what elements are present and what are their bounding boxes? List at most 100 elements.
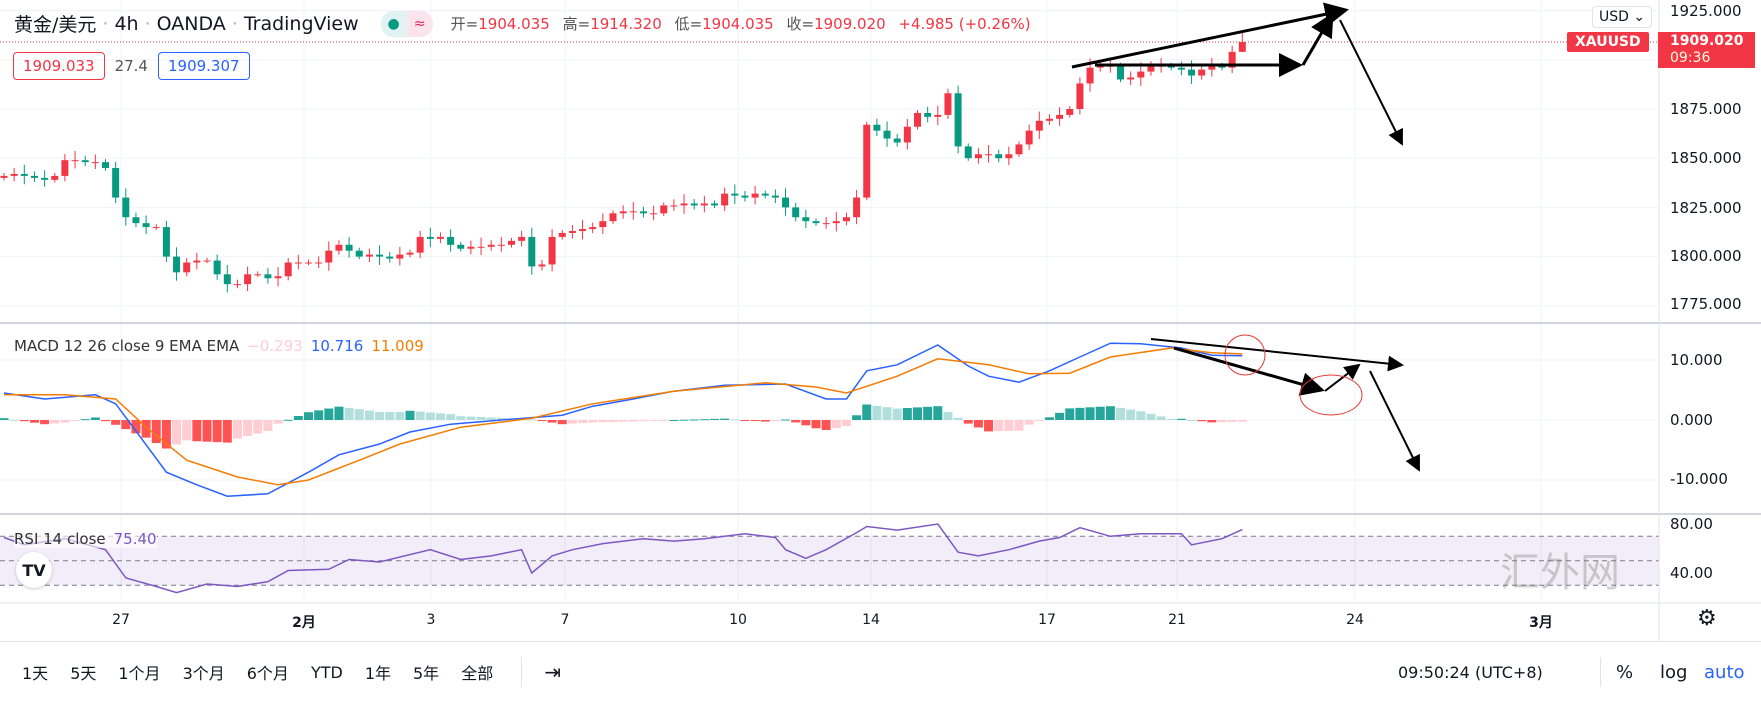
candle: [426, 227, 434, 248]
macd-histogram-bar: [973, 420, 983, 428]
candle-body: [954, 93, 962, 147]
candle: [396, 246, 404, 266]
trend-arrow: [1324, 363, 1361, 392]
candle-body: [10, 173, 18, 176]
candle-body: [1045, 118, 1053, 121]
range-5y[interactable]: 5年: [413, 664, 440, 683]
candle-body: [650, 213, 658, 215]
goto-date-icon[interactable]: ⇥: [544, 660, 561, 684]
candle: [711, 200, 718, 209]
macd-histogram-bar: [659, 420, 669, 421]
candle-body: [985, 154, 993, 156]
macd-histogram-bar: [1146, 413, 1156, 420]
candle-body: [1025, 130, 1033, 145]
candle: [102, 159, 109, 171]
range-6m[interactable]: 6个月: [246, 664, 289, 683]
candle: [731, 184, 739, 204]
candle: [873, 118, 881, 137]
drawing-annotations[interactable]: [1071, 2, 1420, 472]
rsi-legend[interactable]: RSI 14 close 75.40: [14, 530, 157, 548]
macd-histogram-bar: [1187, 420, 1197, 421]
range-1d[interactable]: 1天: [22, 664, 49, 683]
candle-body: [315, 262, 323, 264]
symbol-name[interactable]: 黄金/美元: [14, 14, 97, 36]
candle-body: [974, 154, 982, 159]
candle-body: [142, 223, 150, 228]
highlight-circle: [1224, 334, 1266, 376]
macd-histogram-bar: [476, 417, 486, 420]
candle: [0, 172, 8, 181]
macd-histogram-bar: [375, 411, 385, 420]
candle: [1208, 58, 1216, 77]
candle-body: [173, 256, 181, 273]
candle-body: [254, 274, 262, 276]
candle-body: [741, 195, 749, 198]
macd-histogram-bar: [1075, 407, 1085, 420]
macd-histogram-bar: [131, 420, 141, 434]
sell-button[interactable]: 1909.033: [13, 52, 105, 80]
macd-histogram-bar: [1014, 420, 1024, 431]
macd-histogram-bar: [598, 420, 608, 423]
macd-histogram-bar: [243, 420, 253, 437]
macd-histogram-bar: [70, 420, 80, 421]
candle: [244, 266, 252, 292]
settings-gear-icon[interactable]: ⚙: [1697, 606, 1717, 631]
macd-histogram-bar: [1217, 420, 1227, 423]
range-all[interactable]: 全部: [461, 664, 494, 683]
range-1y[interactable]: 1年: [364, 664, 391, 683]
percent-toggle[interactable]: %: [1616, 661, 1634, 683]
macd-histogram-bar: [638, 420, 648, 422]
trend-arrow: [1339, 19, 1403, 146]
divider: [521, 657, 523, 687]
range-1m[interactable]: 1个月: [118, 664, 161, 683]
exchange: OANDA: [156, 12, 226, 35]
range-ytd[interactable]: YTD: [310, 662, 343, 682]
chevron-down-icon: ⌄: [1633, 9, 1646, 25]
macd-histogram-bar: [578, 420, 588, 423]
candle-body: [183, 262, 191, 273]
candle: [751, 185, 759, 205]
candle-body: [213, 260, 221, 275]
tradingview-logo[interactable]: TV: [16, 552, 52, 588]
trend-arrow: [1369, 370, 1420, 472]
candle: [528, 227, 536, 275]
buy-button[interactable]: 1909.307: [157, 52, 250, 80]
macd-histogram-bar: [1095, 406, 1105, 420]
candle-body: [1015, 144, 1023, 155]
candle-body: [1147, 65, 1155, 72]
candle: [152, 224, 160, 230]
last-price-tag: 1909.020 09:36: [1658, 32, 1755, 68]
macd-histogram-bar: [770, 420, 780, 421]
macd-legend[interactable]: MACD 12 26 close 9 EMA EMA −0.293 10.716 11…: [14, 337, 424, 355]
symbol-legend[interactable]: 黄金/美元 · 4h · OANDA · TradingView ● ≈ 开=1904…: [14, 10, 1039, 37]
candle: [254, 271, 262, 277]
range-5d[interactable]: 5天: [70, 664, 97, 683]
auto-toggle[interactable]: auto: [1704, 661, 1745, 683]
macd-histogram-bar: [1227, 420, 1237, 422]
chart-canvas[interactable]: [0, 0, 1761, 641]
macd-histogram-bar: [649, 420, 659, 421]
candle-body: [203, 260, 211, 262]
candle-body: [1198, 69, 1206, 76]
range-3m[interactable]: 3个月: [182, 664, 225, 683]
candle: [924, 106, 932, 123]
trend-arrow: [1301, 12, 1334, 66]
macd-histogram-bar: [415, 411, 425, 420]
candle: [802, 209, 810, 229]
interval[interactable]: 4h: [114, 12, 139, 35]
candle-body: [81, 160, 89, 163]
candle: [71, 150, 79, 169]
log-toggle[interactable]: log: [1660, 661, 1688, 683]
status-pill[interactable]: ● ≈: [380, 10, 433, 37]
macd-histogram-bar: [740, 420, 750, 421]
clock[interactable]: 09:50:24 (UTC+8): [1398, 662, 1543, 682]
macd-histogram-bar: [1237, 420, 1247, 422]
candle: [680, 194, 688, 214]
macd-histogram-bar: [19, 420, 29, 422]
bottom-toolbar: 1天 5天 1个月 3个月 6个月 YTD 1年 5年 全部 ⇥ 09:50:2…: [0, 641, 1761, 702]
currency-select[interactable]: USD ⌄: [1592, 6, 1653, 28]
macd-histogram-bar: [791, 420, 801, 423]
macd-histogram-bar: [841, 420, 851, 426]
candle: [122, 188, 130, 226]
candle: [589, 222, 597, 234]
